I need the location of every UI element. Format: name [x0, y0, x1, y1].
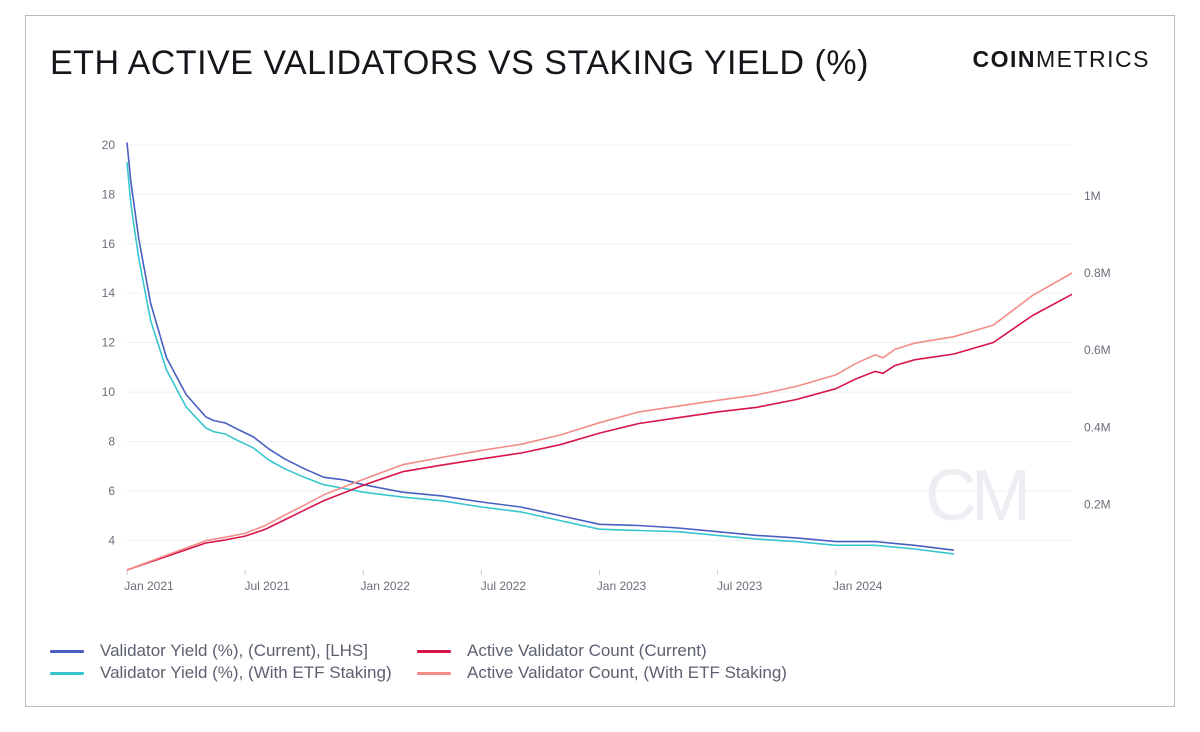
- x-tick-label: Jul 2023: [717, 579, 763, 593]
- legend-item-yield-current[interactable]: Validator Yield (%), (Current), [LHS]: [50, 640, 392, 662]
- x-tick-label: Jan 2022: [361, 579, 411, 593]
- y-left-tick-label: 20: [102, 138, 116, 152]
- logo-bold-text: COIN: [972, 46, 1036, 72]
- watermark-cm-logo: CM: [925, 458, 1030, 528]
- chart-frame: [25, 15, 1175, 707]
- legend-item-count-etf[interactable]: Active Validator Count, (With ETF Stakin…: [417, 662, 787, 684]
- legend-label-count-current: Active Validator Count (Current): [467, 641, 707, 660]
- y-left-tick-label: 4: [108, 533, 115, 547]
- y-left-tick-label: 18: [102, 187, 116, 201]
- coinmetrics-logo: COINMETRICS: [973, 46, 1151, 73]
- chart-title: ETH ACTIVE VALIDATORS VS STAKING YIELD (…: [50, 44, 869, 82]
- legend-swatch-count-current: [417, 649, 451, 653]
- series-line-3: [126, 272, 1073, 571]
- legend-item-count-current[interactable]: Active Validator Count (Current): [417, 640, 787, 662]
- y-right-tick-label: 1M: [1084, 189, 1101, 203]
- series-line-1: [126, 162, 954, 555]
- legend-swatch-count-etf: [417, 671, 451, 675]
- x-tick-label: Jul 2021: [244, 579, 290, 593]
- y-right-tick-label: 0.4M: [1084, 420, 1111, 434]
- x-tick-label: Jul 2022: [481, 579, 527, 593]
- legend-swatch-yield-current: [50, 649, 84, 653]
- y-right-tick-label: 0.8M: [1084, 266, 1111, 280]
- y-left-tick-label: 10: [102, 385, 116, 399]
- y-left-tick-label: 12: [102, 336, 116, 350]
- legend-left: Validator Yield (%), (Current), [LHS] Va…: [50, 640, 392, 684]
- series-line-2: [126, 293, 1073, 571]
- legend-item-yield-etf[interactable]: Validator Yield (%), (With ETF Staking): [50, 662, 392, 684]
- logo-light-text: METRICS: [1036, 46, 1150, 72]
- legend-label-yield-current: Validator Yield (%), (Current), [LHS]: [100, 641, 368, 660]
- series-line-0: [126, 142, 954, 551]
- y-right-tick-label: 0.6M: [1084, 343, 1111, 357]
- x-tick-label: Jan 2024: [833, 579, 883, 593]
- watermark-text: CM: [925, 458, 1026, 528]
- y-left-tick-label: 8: [108, 434, 115, 448]
- y-left-tick-label: 14: [102, 286, 116, 300]
- x-tick-label: Jan 2023: [597, 579, 647, 593]
- x-tick-label: Jan 2021: [124, 579, 174, 593]
- y-left-tick-label: 6: [108, 484, 115, 498]
- legend-swatch-yield-etf: [50, 671, 84, 675]
- y-right-tick-label: 0.2M: [1084, 497, 1111, 511]
- legend-label-yield-etf: Validator Yield (%), (With ETF Staking): [100, 663, 392, 682]
- legend-label-count-etf: Active Validator Count, (With ETF Stakin…: [467, 663, 787, 682]
- legend-right: Active Validator Count (Current) Active …: [417, 640, 787, 684]
- y-left-tick-label: 16: [102, 237, 116, 251]
